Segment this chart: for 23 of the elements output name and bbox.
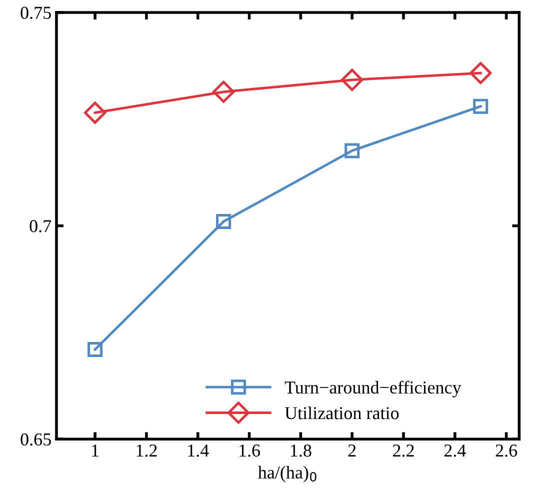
point xyxy=(84,102,106,124)
x-tick-label: 1.6 xyxy=(240,444,260,457)
legend-label: Turn−around−efficiency xyxy=(284,380,462,398)
point xyxy=(216,214,232,230)
x-tick-label: 1 xyxy=(92,444,98,457)
point xyxy=(470,62,492,84)
point xyxy=(212,80,235,103)
x-tick-label: 1.2 xyxy=(136,444,157,457)
x-tick-label: 2.2 xyxy=(393,444,414,457)
x-tick-label: 2.4 xyxy=(444,444,466,457)
y-tick-label: 0.75 xyxy=(20,6,51,19)
x-tick-label: 1.8 xyxy=(290,444,312,457)
x-tick-label: 2.6 xyxy=(496,444,518,457)
y-tick-label: 0.65 xyxy=(20,433,51,446)
point xyxy=(473,98,488,114)
point xyxy=(341,68,364,91)
x-tick-label: 2 xyxy=(348,444,356,457)
x-tick-label: 1.4 xyxy=(188,444,209,457)
legend-label: Utilization ratio xyxy=(284,406,399,420)
y-tick-label: 0.7 xyxy=(30,220,52,232)
point xyxy=(88,342,103,358)
x-axis-title: ha/(ha)$_{0}$ xyxy=(258,466,316,482)
point xyxy=(344,143,360,158)
